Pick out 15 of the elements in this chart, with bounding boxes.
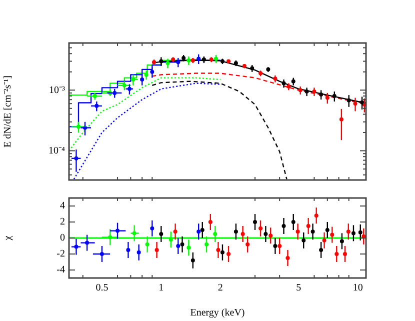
x-tick-label: 1 xyxy=(158,282,164,294)
y-axis-title: E dN/dE [cm⁻²s⁻¹] xyxy=(2,76,14,148)
y-tick-label: 2 xyxy=(60,216,65,228)
y-tick-label: -4 xyxy=(56,264,65,276)
x-tick-label: 2 xyxy=(218,282,223,294)
x-tick-label: 10 xyxy=(352,282,363,294)
x-tick-label: 0.5 xyxy=(96,282,108,294)
y-axis-title: χ xyxy=(2,235,14,242)
y-tick-label: 10⁻⁴ xyxy=(48,145,66,156)
y-tick-label: -2 xyxy=(56,248,65,260)
y-tick-label: 0 xyxy=(60,232,65,244)
y-tick-label: 4 xyxy=(60,200,65,212)
y-tick-label: 10⁻³ xyxy=(49,84,65,96)
x-axis-title: Energy (keV) xyxy=(190,308,245,319)
x-tick-label: 5 xyxy=(296,282,302,294)
